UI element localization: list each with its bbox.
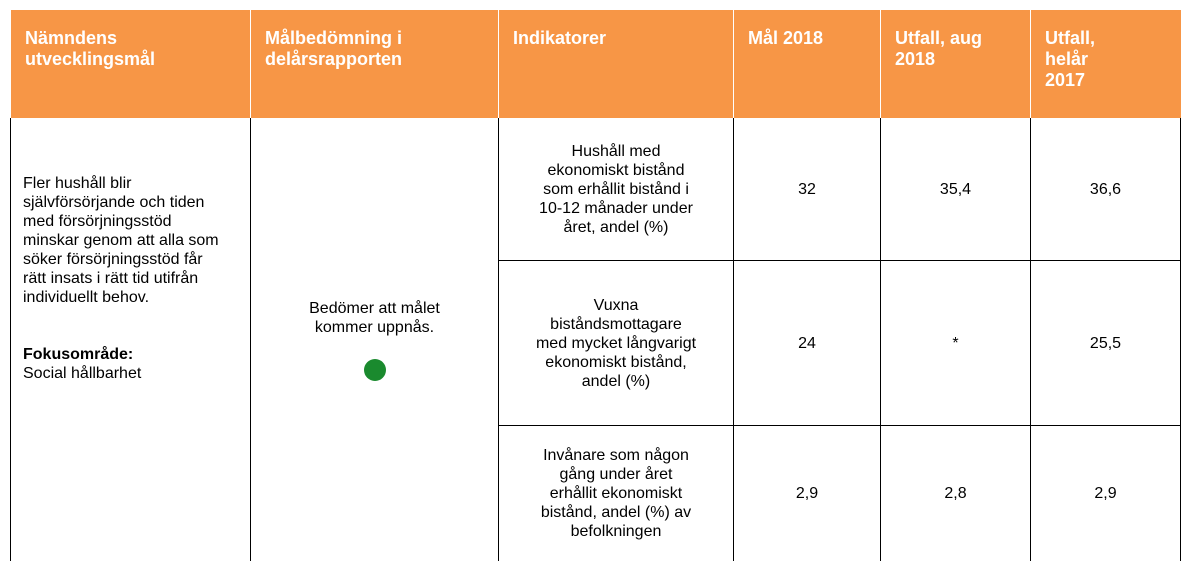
header-cell: Indikatorer	[498, 10, 734, 118]
header-cell: Mål 2018	[733, 10, 881, 118]
header-cell: Målbedömning i delårsrapporten	[250, 10, 499, 118]
goal-text: Fler hushåll blir självförsörjande och t…	[23, 175, 219, 306]
value: 2,9	[733, 425, 881, 561]
header-cell: Nämndens utvecklingsmål	[10, 10, 251, 118]
goal-cell: Fler hushåll blir självförsörjande och t…	[10, 118, 251, 561]
focus-text: Social hållbarhet	[23, 365, 142, 382]
assessment-text: Bedömer att målet kommer uppnås.	[309, 299, 440, 336]
header-cell: Utfall, helår 2017	[1030, 10, 1181, 118]
value: 36,6	[1030, 118, 1181, 261]
goal-table: Nämndens utvecklingsmål Målbedömning i d…	[10, 10, 1181, 561]
focus: Fokusområde: Social hållbarhet	[23, 345, 220, 383]
value: 2,9	[1030, 425, 1181, 561]
assessment-cell: Bedömer att målet kommer uppnås.	[250, 118, 499, 561]
value: 35,4	[880, 118, 1031, 261]
row: Invånare som någon gång under året erhål…	[11, 425, 1181, 561]
header-row: Nämndens utvecklingsmål Målbedömning i d…	[10, 10, 1181, 118]
focus-label: Fokusområde:	[23, 346, 134, 363]
indicator: Hushåll med ekonomiskt bistånd som erhål…	[498, 118, 734, 261]
status-dot	[363, 358, 386, 381]
value: *	[880, 260, 1031, 426]
header-cell: Utfall, aug 2018	[880, 10, 1031, 118]
value: 25,5	[1030, 260, 1181, 426]
value: 24	[733, 260, 881, 426]
row: Vuxna biståndsmottagare med mycket långv…	[11, 260, 1181, 426]
value: 32	[733, 118, 881, 261]
value: 2,8	[880, 425, 1031, 561]
indicator: Vuxna biståndsmottagare med mycket långv…	[498, 260, 734, 426]
indicator: Invånare som någon gång under året erhål…	[498, 425, 734, 561]
row: Fler hushåll blir självförsörjande och t…	[10, 118, 1181, 561]
